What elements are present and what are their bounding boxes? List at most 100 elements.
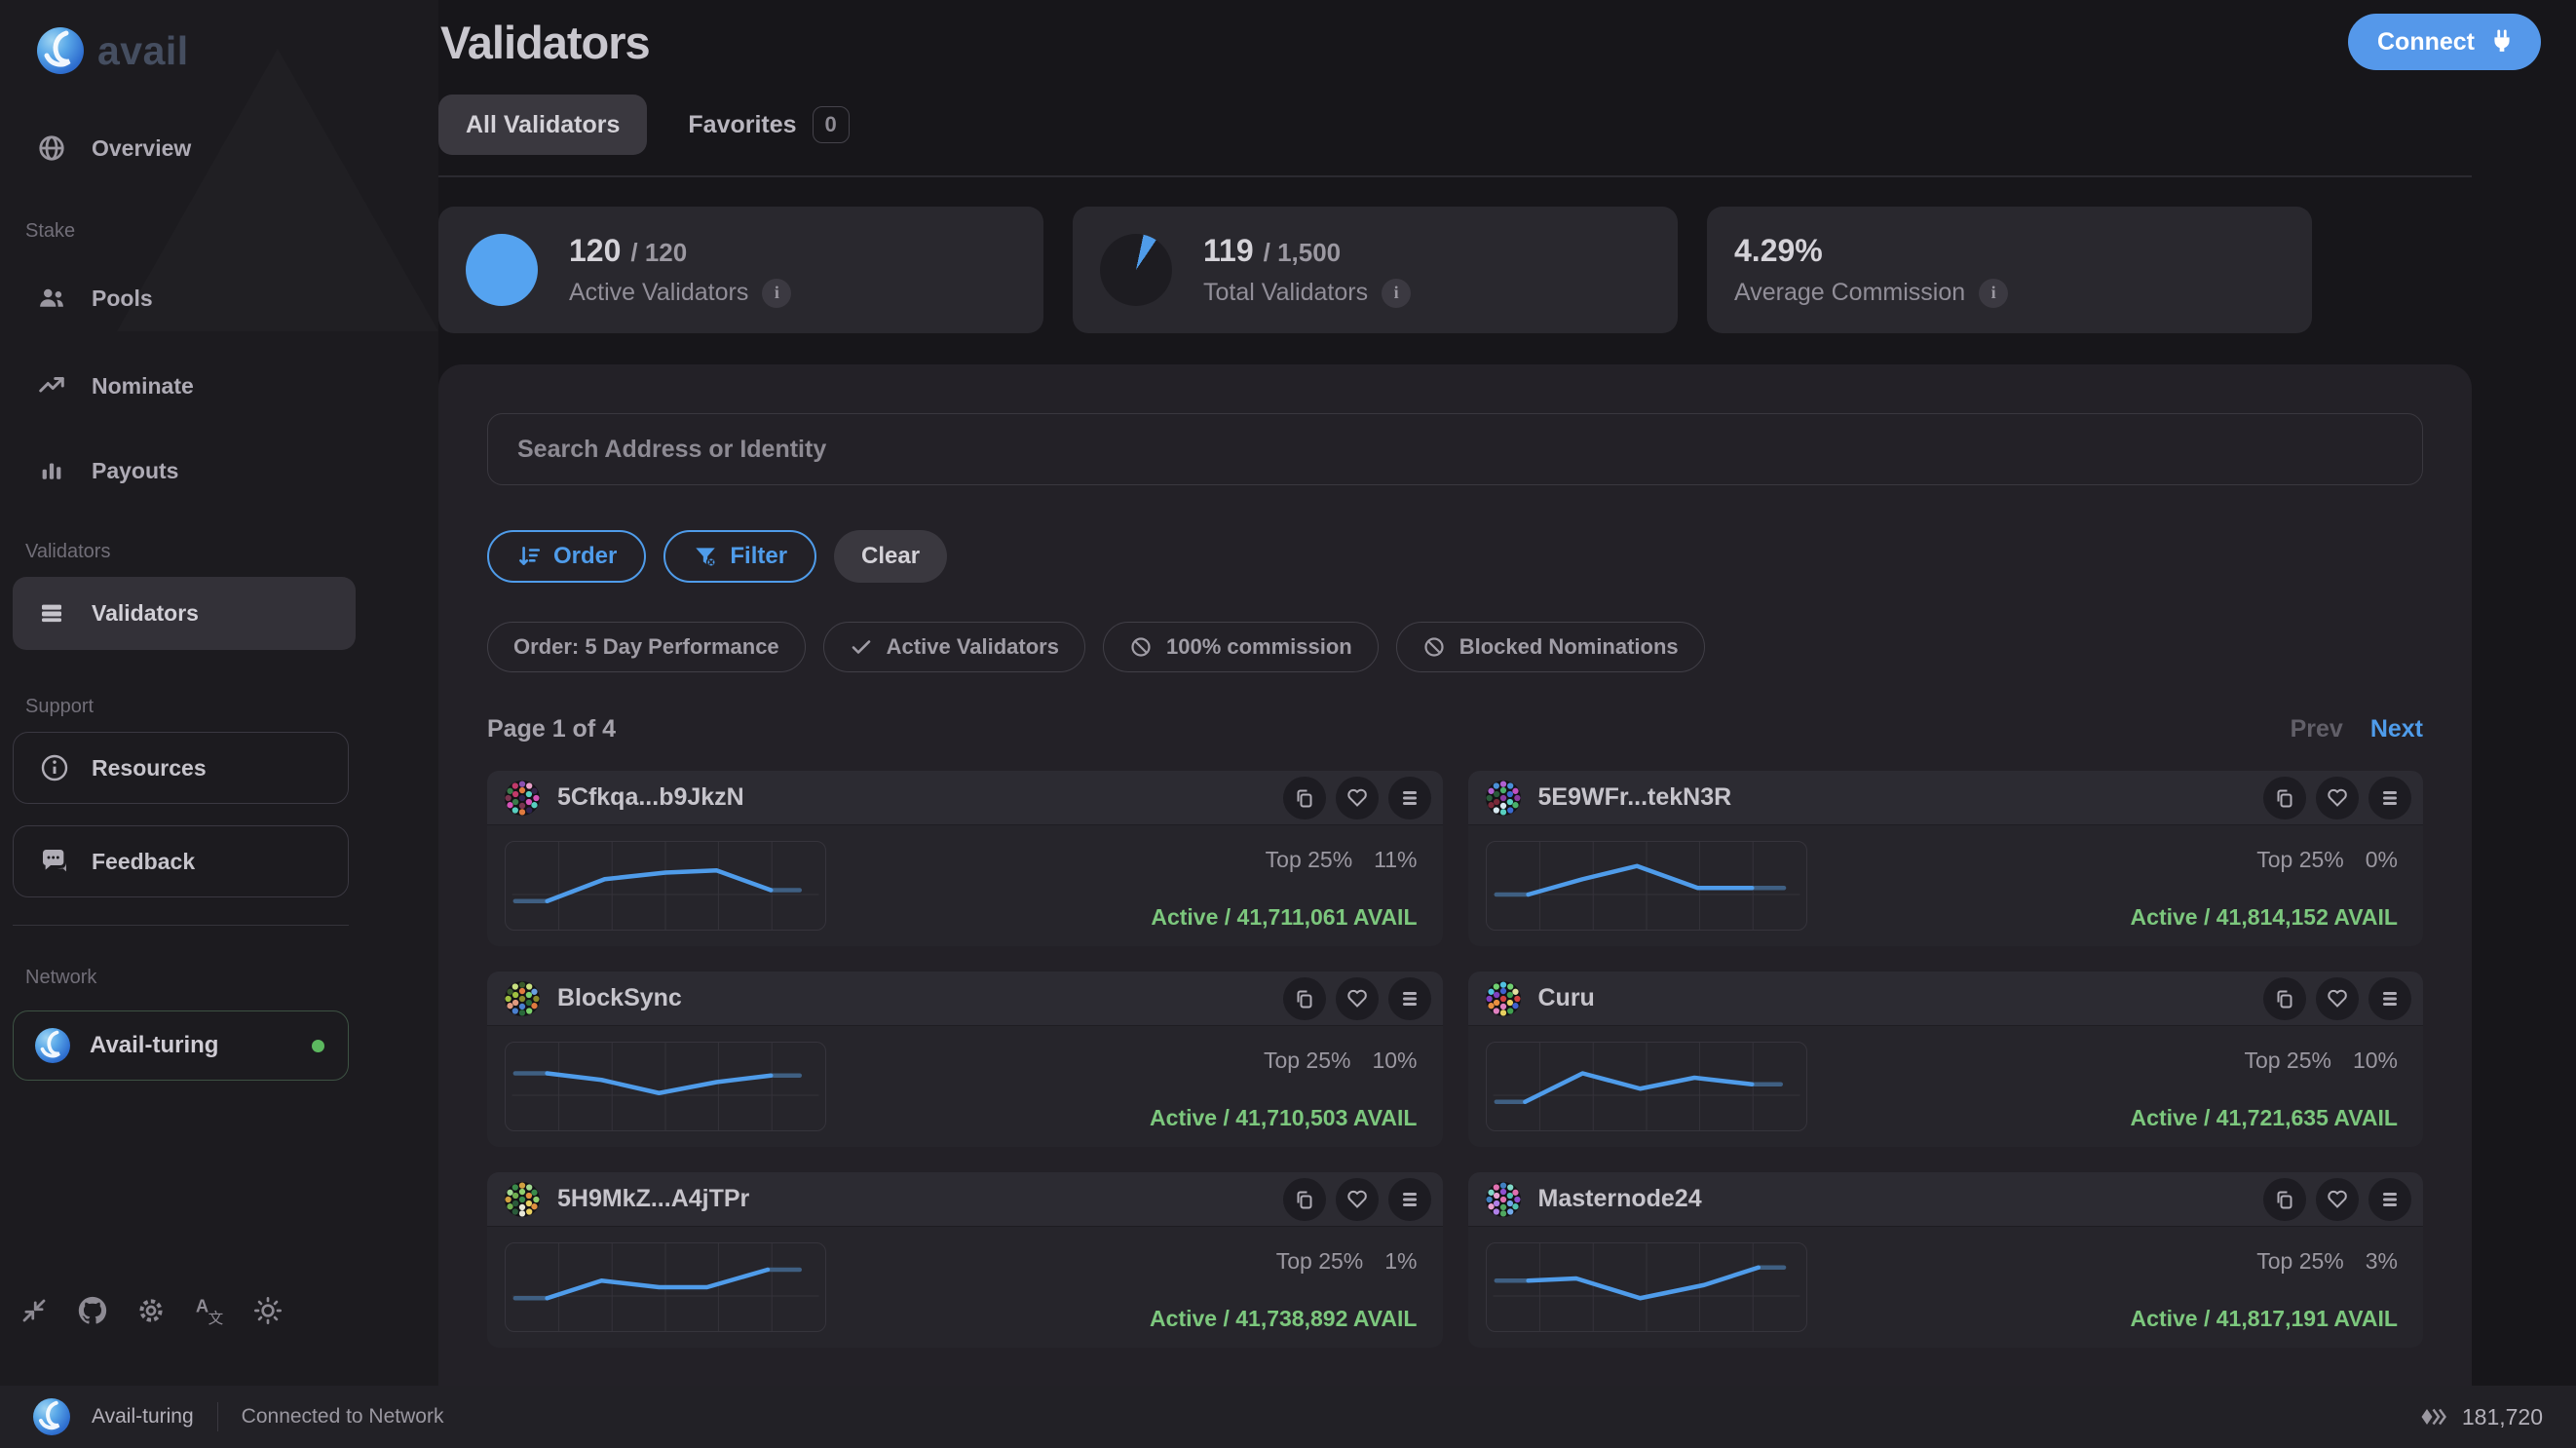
info-icon[interactable]: i xyxy=(1979,278,2009,308)
sidebar-item-validators[interactable]: Validators xyxy=(13,577,356,650)
validator-identicon xyxy=(505,1181,540,1217)
performance-sparkline xyxy=(1485,841,1807,931)
copy-icon xyxy=(2277,1191,2292,1208)
collapse-sidebar-icon[interactable] xyxy=(16,1292,53,1329)
sidebar-section-support: Support xyxy=(25,696,95,717)
copy-address-button[interactable] xyxy=(2263,1177,2306,1221)
validator-identicon xyxy=(1485,980,1521,1016)
validator-rank-label: Top 25% xyxy=(2256,847,2344,872)
validator-status: Active / 41,814,152 AVAIL xyxy=(2130,904,2398,930)
settings-gear-icon[interactable] xyxy=(133,1292,170,1329)
sidebar-item-overview[interactable]: Overview xyxy=(0,133,438,164)
validator-rank-label: Top 25% xyxy=(2256,1248,2344,1274)
copy-address-button[interactable] xyxy=(1282,1177,1326,1221)
trending-up-icon xyxy=(39,377,64,393)
validator-performance: 10% xyxy=(2352,1048,2398,1073)
block-number: 181,720 xyxy=(2421,1404,2543,1430)
info-icon[interactable]: i xyxy=(1382,278,1412,308)
validator-card-body: Top 25% 1% Active / 41,738,892 AVAIL xyxy=(487,1227,1443,1348)
sidebar-item-nominate[interactable]: Nominate xyxy=(0,370,438,401)
brand-wordmark: avail xyxy=(97,27,189,73)
favorites-count-badge: 0 xyxy=(812,106,850,143)
validator-rank-label: Top 25% xyxy=(1265,847,1353,872)
chip-100-commission[interactable]: 100% commission xyxy=(1102,622,1379,672)
network-selector[interactable]: Avail-turing xyxy=(13,1010,349,1081)
card-menu-button[interactable] xyxy=(2368,976,2411,1020)
favorite-heart-button[interactable] xyxy=(1335,776,1379,819)
copy-icon xyxy=(1297,1191,1311,1208)
validator-card-body: Top 25% 11% Active / 41,711,061 AVAIL xyxy=(487,825,1443,946)
favorite-heart-button[interactable] xyxy=(2316,976,2359,1020)
favorite-heart-button[interactable] xyxy=(2316,1177,2359,1221)
theme-sun-icon[interactable] xyxy=(249,1292,286,1329)
heart-icon xyxy=(2328,788,2347,807)
tab-favorites[interactable]: Favorites 0 xyxy=(661,95,876,155)
validator-name: 5H9MkZ...A4jTPr xyxy=(557,1185,750,1212)
next-page-link[interactable]: Next xyxy=(2369,715,2423,743)
card-menu-button[interactable] xyxy=(2368,1177,2411,1221)
validator-performance: 11% xyxy=(1374,847,1418,872)
validator-card-body: Top 25% 3% Active / 41,817,191 AVAIL xyxy=(1468,1227,2424,1348)
search-input[interactable] xyxy=(487,413,2423,485)
status-connection-text: Connected to Network xyxy=(241,1405,444,1428)
sidebar-section-network: Network xyxy=(25,967,97,988)
chat-icon xyxy=(43,850,66,872)
validator-performance: 1% xyxy=(1384,1248,1418,1274)
card-menu-button[interactable] xyxy=(1387,776,1431,819)
prohibit-icon xyxy=(1131,637,1151,657)
validator-performance: 0% xyxy=(2365,847,2398,872)
validator-rank-label: Top 25% xyxy=(1275,1248,1364,1274)
copy-address-button[interactable] xyxy=(2263,776,2306,819)
validator-card: Masternode24 Top 25% 3% Active xyxy=(1467,1172,2424,1348)
validator-card-header: 5E9WFr...tekN3R xyxy=(1467,771,2423,825)
total-validators-pie-icon xyxy=(1100,234,1172,306)
connect-wallet-button[interactable]: Connect xyxy=(2348,14,2541,70)
prev-page-link[interactable]: Prev xyxy=(2290,715,2343,743)
sort-icon xyxy=(519,547,541,565)
chip-order-5-day-performance[interactable]: Order: 5 Day Performance xyxy=(487,622,806,672)
resources-button[interactable]: Resources xyxy=(13,732,349,804)
feedback-button[interactable]: Feedback xyxy=(13,825,349,897)
validator-card: BlockSync Top 25% 10% Active / xyxy=(487,972,1443,1147)
favorite-heart-button[interactable] xyxy=(1335,976,1379,1020)
card-menu-button[interactable] xyxy=(1387,976,1431,1020)
chip-active-validators[interactable]: Active Validators xyxy=(822,622,1085,672)
chip-blocked-nominations[interactable]: Blocked Nominations xyxy=(1395,622,1705,672)
status-bar: Avail-turing Connected to Network 181,72… xyxy=(0,1386,2576,1448)
stat-card-total-validators: 119/ 1,500 Total Validators i xyxy=(1073,207,1678,333)
validator-card-body: Top 25% 10% Active / 41,710,503 AVAIL xyxy=(487,1026,1443,1147)
filter-button[interactable]: Filter xyxy=(663,530,817,583)
copy-address-button[interactable] xyxy=(1282,976,1326,1020)
order-button[interactable]: Order xyxy=(487,530,647,583)
heart-icon xyxy=(2328,1190,2347,1208)
stats-row: 120/ 120 Active Validators i 119/ 1,500 … xyxy=(438,207,2576,333)
prohibit-icon xyxy=(1424,637,1444,657)
avail-status-icon xyxy=(33,1398,70,1435)
sidebar-item-pools[interactable]: Pools xyxy=(0,283,438,314)
copy-address-button[interactable] xyxy=(2263,976,2306,1020)
card-menu-button[interactable] xyxy=(2368,776,2411,819)
validator-status: Active / 41,710,503 AVAIL xyxy=(1150,1105,1418,1130)
copy-address-button[interactable] xyxy=(1282,776,1326,819)
info-icon[interactable]: i xyxy=(762,278,792,308)
page-indicator: Page 1 of 4 xyxy=(487,715,616,743)
filter-funnel-icon xyxy=(696,548,717,568)
sidebar-item-payouts[interactable]: Payouts xyxy=(0,455,438,486)
info-icon xyxy=(41,754,68,781)
stat-card-active-validators: 120/ 120 Active Validators i xyxy=(438,207,1043,333)
validator-name: BlockSync xyxy=(557,984,682,1011)
favorite-heart-button[interactable] xyxy=(2316,776,2359,819)
tab-all-validators[interactable]: All Validators xyxy=(438,95,648,155)
favorite-heart-button[interactable] xyxy=(1335,1177,1379,1221)
sidebar: avail Overview Stake Pools Nominate Payo… xyxy=(0,0,438,1386)
status-network-name: Avail-turing xyxy=(92,1405,194,1428)
validator-name: Masternode24 xyxy=(1537,1185,1702,1212)
validator-card-header: 5H9MkZ...A4jTPr xyxy=(487,1172,1443,1227)
card-menu-button[interactable] xyxy=(1387,1177,1431,1221)
clear-button[interactable]: Clear xyxy=(834,530,948,583)
users-icon xyxy=(40,288,63,307)
validator-card: 5H9MkZ...A4jTPr Top 25% 1% Act xyxy=(487,1172,1443,1348)
validator-identicon xyxy=(505,780,540,816)
github-icon[interactable] xyxy=(74,1292,111,1329)
